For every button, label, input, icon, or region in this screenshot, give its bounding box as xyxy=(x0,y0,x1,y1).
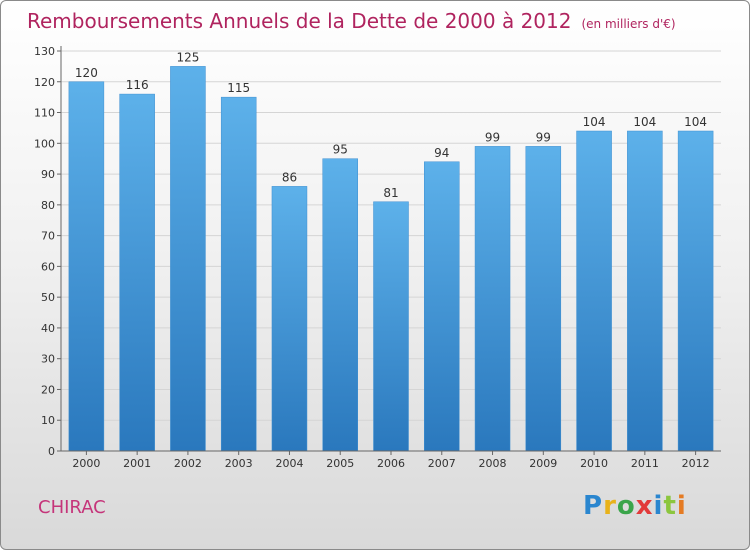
x-tick-label: 2009 xyxy=(529,457,557,470)
bar-value-label: 104 xyxy=(684,115,707,129)
y-tick-label: 90 xyxy=(41,168,55,181)
x-tick-label: 2008 xyxy=(479,457,507,470)
bar-value-label: 104 xyxy=(633,115,656,129)
bar-value-label: 125 xyxy=(176,50,199,64)
bar-value-label: 99 xyxy=(485,130,500,144)
y-tick-label: 100 xyxy=(34,137,55,150)
bar-2011 xyxy=(627,130,663,452)
x-tick-label: 2001 xyxy=(123,457,151,470)
bar-2006 xyxy=(373,201,409,452)
x-tick-label: 2012 xyxy=(682,457,710,470)
bar-2008 xyxy=(474,146,511,452)
bar-2009 xyxy=(525,146,562,452)
bar-value-label: 95 xyxy=(333,143,348,157)
bar-2002 xyxy=(170,66,206,452)
bar-2005 xyxy=(322,158,358,452)
bar-2001 xyxy=(119,93,155,452)
bar-value-label: 86 xyxy=(282,170,297,184)
bar-value-label: 81 xyxy=(383,186,398,200)
x-tick-label: 2007 xyxy=(428,457,456,470)
bar-value-label: 104 xyxy=(583,115,606,129)
y-tick-label: 30 xyxy=(41,353,55,366)
bar-value-label: 116 xyxy=(126,78,149,92)
bar-2000 xyxy=(68,81,105,452)
y-tick-label: 20 xyxy=(41,383,55,396)
bar-2003 xyxy=(220,96,257,452)
bar-value-label: 94 xyxy=(434,146,449,160)
y-tick-label: 60 xyxy=(41,260,55,273)
y-tick-label: 120 xyxy=(34,76,55,89)
title-text: Remboursements Annuels de la Dette de 20… xyxy=(27,9,572,33)
place-name: CHIRAC xyxy=(38,497,106,518)
x-tick-label: 2010 xyxy=(580,457,608,470)
bar-value-label: 120 xyxy=(75,66,98,80)
x-tick-label: 2011 xyxy=(631,457,659,470)
chart-title: Remboursements Annuels de la Dette de 20… xyxy=(27,9,676,33)
y-tick-label: 70 xyxy=(41,230,55,243)
bar-2010 xyxy=(576,130,612,452)
bar-2012 xyxy=(677,130,714,452)
x-tick-label: 2000 xyxy=(72,457,100,470)
y-tick-label: 110 xyxy=(34,107,55,120)
x-tick-label: 2004 xyxy=(275,457,303,470)
y-tick-label: 0 xyxy=(48,445,55,458)
y-tick-label: 40 xyxy=(41,322,55,335)
x-tick-label: 2005 xyxy=(326,457,354,470)
bar-2007 xyxy=(424,161,460,452)
bar-value-label: 115 xyxy=(227,81,250,95)
proxiti-logo: Proxiti xyxy=(583,491,687,521)
x-tick-label: 2006 xyxy=(377,457,405,470)
y-tick-label: 130 xyxy=(34,45,55,58)
y-tick-label: 50 xyxy=(41,291,55,304)
bar-value-label: 99 xyxy=(536,130,551,144)
unit-label: (en milliers d'€) xyxy=(581,17,676,31)
y-tick-label: 10 xyxy=(41,414,55,427)
x-tick-label: 2003 xyxy=(225,457,253,470)
bar-2004 xyxy=(271,186,308,452)
x-tick-label: 2002 xyxy=(174,457,202,470)
y-tick-label: 80 xyxy=(41,199,55,212)
